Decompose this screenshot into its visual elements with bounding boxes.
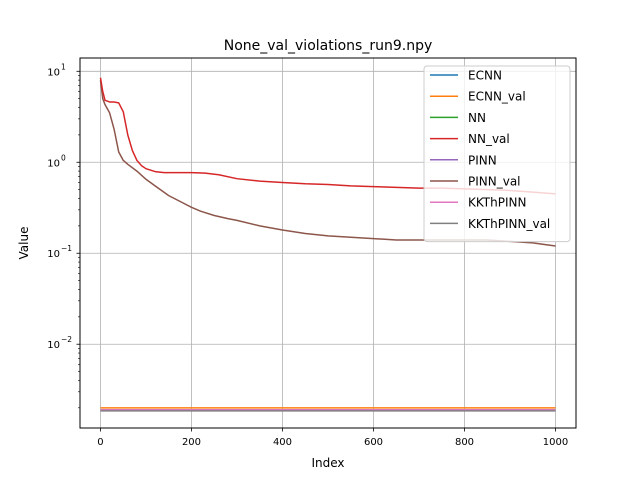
- x-tick-label: 400: [273, 437, 292, 448]
- y-tick-exponent: −1: [61, 244, 72, 253]
- y-tick-base: 10: [47, 340, 60, 351]
- x-tick-label: 1000: [543, 437, 568, 448]
- y-tick-base: 10: [47, 158, 60, 169]
- y-tick-label: 10: [47, 340, 60, 351]
- y-axis-label: Value: [17, 227, 31, 260]
- y-tick-base: 10: [47, 67, 60, 78]
- y-tick-label: 10: [47, 67, 60, 78]
- y-tick-label: 10: [47, 158, 60, 169]
- plot-frame: [79, 57, 577, 429]
- legend-label: NN_val: [468, 132, 510, 146]
- legend-box: [423, 65, 571, 243]
- legend-label: ECNN_val: [468, 90, 526, 104]
- x-axis-label: Index: [311, 456, 344, 470]
- x-tick-label: 200: [182, 437, 201, 448]
- y-tick-exponent: 1: [61, 62, 66, 71]
- legend-label: ECNN: [468, 69, 502, 83]
- x-tick-label: 0: [97, 437, 103, 448]
- x-tick-label: 800: [455, 437, 474, 448]
- y-tick-exponent: −2: [61, 335, 72, 344]
- legend-label: KKThPINN_val: [468, 217, 550, 231]
- legend-label: KKThPINN: [468, 196, 526, 210]
- y-tick-base: 10: [47, 249, 60, 260]
- legend-label: PINN_val: [468, 175, 521, 189]
- y-tick-label: 10: [47, 249, 60, 260]
- legend-label: PINN: [468, 153, 497, 167]
- x-tick-label: 600: [364, 437, 383, 448]
- legend-label: NN: [468, 111, 486, 125]
- chart-title: None_val_violations_run9.npy: [224, 38, 433, 54]
- legend: ECNN ECNN_val NN NN_val PINN PINN_val KKThPINN…: [423, 65, 571, 243]
- y-tick-exponent: 0: [61, 153, 66, 162]
